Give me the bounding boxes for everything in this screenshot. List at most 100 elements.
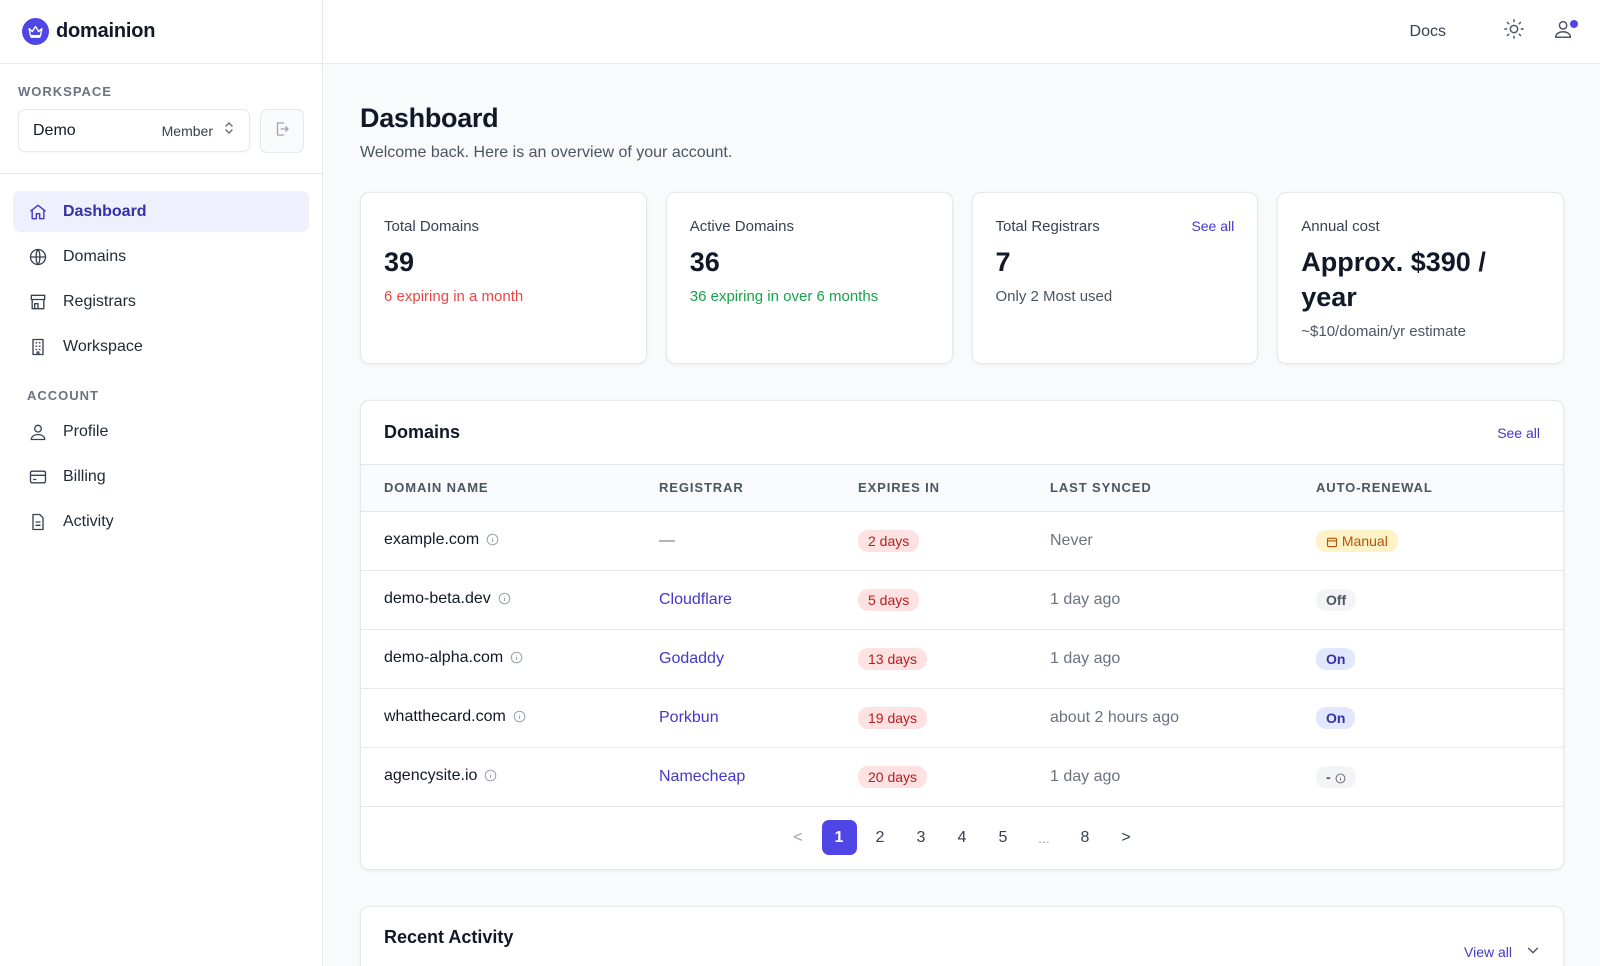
table-row[interactable]: demo-beta.dev Cloudflare 5 days 1 day ag… xyxy=(361,570,1563,630)
nav-item-label: Profile xyxy=(63,422,109,440)
nav-item-label: Registrars xyxy=(63,292,136,310)
brand[interactable]: domainion xyxy=(0,0,322,64)
info-icon[interactable] xyxy=(486,533,499,551)
column-header[interactable]: DOMAIN NAME xyxy=(361,465,659,512)
recent-activity-title: Recent Activity xyxy=(384,926,514,947)
chevron-up-down-icon xyxy=(223,121,235,140)
notification-dot xyxy=(1570,19,1578,28)
nav-item-workspace[interactable]: Workspace xyxy=(13,326,309,367)
domains-table: DOMAIN NAME REGISTRAR EXPIRES IN LAST SY… xyxy=(361,465,1563,807)
stat-label: Total Domains xyxy=(384,218,480,235)
domains-card: Domains See all DOMAIN NAME REGISTRAR EX… xyxy=(360,400,1564,870)
last-synced: 1 day ago xyxy=(1050,629,1316,689)
stat-value: 36 xyxy=(689,247,720,277)
pagination-page-1[interactable]: 1 xyxy=(821,820,857,855)
expires-badge: 13 days xyxy=(858,647,928,670)
domains-see-all-link[interactable]: See all xyxy=(1497,424,1540,441)
auto-renewal-label: Manual xyxy=(1341,532,1388,549)
nav-item-dashboard[interactable]: Dashboard xyxy=(13,191,309,232)
workspace-section-label: WORKSPACE xyxy=(18,84,112,99)
info-icon[interactable] xyxy=(510,651,523,669)
column-header[interactable]: EXPIRES IN xyxy=(858,465,1050,512)
domain-name[interactable]: whatthecard.com xyxy=(384,707,506,725)
user-icon xyxy=(27,421,49,443)
info-icon[interactable] xyxy=(513,710,526,728)
home-icon xyxy=(27,201,49,223)
pagination-page-8[interactable]: 8 xyxy=(1080,828,1090,846)
stat-label: Annual cost xyxy=(1301,218,1380,235)
top-bar: Docs xyxy=(324,0,1600,64)
docs-link[interactable]: Docs xyxy=(1409,22,1446,40)
nav-item-label: Activity xyxy=(63,512,114,530)
registrar-link[interactable]: Namecheap xyxy=(659,767,746,785)
table-row[interactable]: agencysite.io Namecheap 20 days 1 day ag… xyxy=(361,747,1563,807)
last-synced: about 2 hours ago xyxy=(1050,688,1316,748)
expires-badge: 5 days xyxy=(858,588,920,611)
theme-toggle-button[interactable] xyxy=(1502,18,1526,45)
domain-name[interactable]: agencysite.io xyxy=(384,766,478,784)
pagination-next-button[interactable]: > xyxy=(1121,828,1131,846)
stat-card-total-registrars: Total Registrars See all 7 Only 2 Most u… xyxy=(971,192,1259,364)
stat-label: Active Domains xyxy=(689,218,794,235)
table-row[interactable]: demo-alpha.com Godaddy 13 days 1 day ago… xyxy=(361,629,1563,689)
pagination: < 1 2 3 4 5 ... 8 > xyxy=(361,807,1563,869)
credit-card-icon xyxy=(27,466,49,488)
registrar-link[interactable]: Porkbun xyxy=(659,708,719,726)
nav-item-domains[interactable]: Domains xyxy=(13,236,309,277)
user-icon xyxy=(1553,18,1575,45)
chevron-down-icon[interactable] xyxy=(1526,943,1540,962)
auto-renewal-badge: Manual xyxy=(1316,529,1398,552)
pagination-ellipsis: ... xyxy=(1038,829,1050,846)
nav-item-registrars[interactable]: Registrars xyxy=(13,281,309,322)
recent-activity-card: Recent Activity View all xyxy=(360,905,1564,966)
nav-item-profile[interactable]: Profile xyxy=(13,411,309,452)
workspace-role: Member xyxy=(161,122,213,139)
pagination-page-5[interactable]: 5 xyxy=(998,828,1008,846)
sidebar: domainion WORKSPACE Demo Member Dash xyxy=(0,0,323,966)
table-row[interactable]: example.com — 2 days Never Manual xyxy=(361,511,1563,571)
domain-name[interactable]: example.com xyxy=(384,530,480,548)
auto-renewal-badge: On xyxy=(1316,706,1356,729)
pagination-page-3[interactable]: 3 xyxy=(916,828,926,846)
auto-renewal-badge: Off xyxy=(1316,588,1357,611)
info-icon[interactable] xyxy=(498,592,511,610)
leave-workspace-button[interactable] xyxy=(260,109,304,153)
stat-card-active-domains: Active Domains 36 36 expiring in over 6 … xyxy=(665,192,953,364)
column-header[interactable]: REGISTRAR xyxy=(659,465,858,512)
domains-card-title: Domains xyxy=(384,422,461,442)
recent-activity-view-all-link[interactable]: View all xyxy=(1464,944,1512,960)
table-header-row: DOMAIN NAME REGISTRAR EXPIRES IN LAST SY… xyxy=(361,465,1563,512)
workspace-section: WORKSPACE Demo Member xyxy=(0,64,322,174)
stat-value: Approx. $390 / year xyxy=(1301,247,1486,313)
nav-item-billing[interactable]: Billing xyxy=(13,456,309,497)
store-icon xyxy=(27,291,49,313)
stat-value: 7 xyxy=(995,247,1011,277)
registrar-link[interactable]: Godaddy xyxy=(659,649,724,667)
domain-name[interactable]: demo-alpha.com xyxy=(384,648,504,666)
page-subtitle: Welcome back. Here is an overview of you… xyxy=(360,144,733,161)
pagination-page-4[interactable]: 4 xyxy=(957,828,967,846)
workspace-select[interactable]: Demo Member xyxy=(18,109,250,152)
calendar-icon xyxy=(1326,533,1338,549)
info-icon[interactable] xyxy=(484,769,497,787)
registrars-see-all-link[interactable]: See all xyxy=(1191,218,1235,234)
stat-value: 39 xyxy=(384,247,415,277)
user-menu-button[interactable] xyxy=(1552,18,1578,45)
stat-card-total-domains: Total Domains 39 6 expiring in a month xyxy=(360,192,647,364)
stat-note: ~$10/domain/yr estimate xyxy=(1301,323,1466,341)
stats-row: Total Domains 39 6 expiring in a month A… xyxy=(360,192,1564,364)
nav-item-label: Dashboard xyxy=(63,202,147,220)
column-header[interactable]: AUTO-RENEWAL xyxy=(1316,465,1563,512)
registrar-link[interactable]: Cloudflare xyxy=(659,590,732,608)
table-row[interactable]: whatthecard.com Porkbun 19 days about 2 … xyxy=(361,688,1563,748)
domain-name[interactable]: demo-beta.dev xyxy=(384,589,491,607)
document-icon xyxy=(27,511,49,533)
nav-item-label: Workspace xyxy=(63,337,143,355)
sun-icon xyxy=(1503,18,1525,45)
pagination-prev-button[interactable]: < xyxy=(793,828,803,846)
column-header[interactable]: LAST SYNCED xyxy=(1050,465,1316,512)
pagination-page-2[interactable]: 2 xyxy=(875,828,885,846)
account-section-label: ACCOUNT xyxy=(27,388,99,403)
last-synced: 1 day ago xyxy=(1050,747,1316,807)
nav-item-activity[interactable]: Activity xyxy=(13,501,309,542)
